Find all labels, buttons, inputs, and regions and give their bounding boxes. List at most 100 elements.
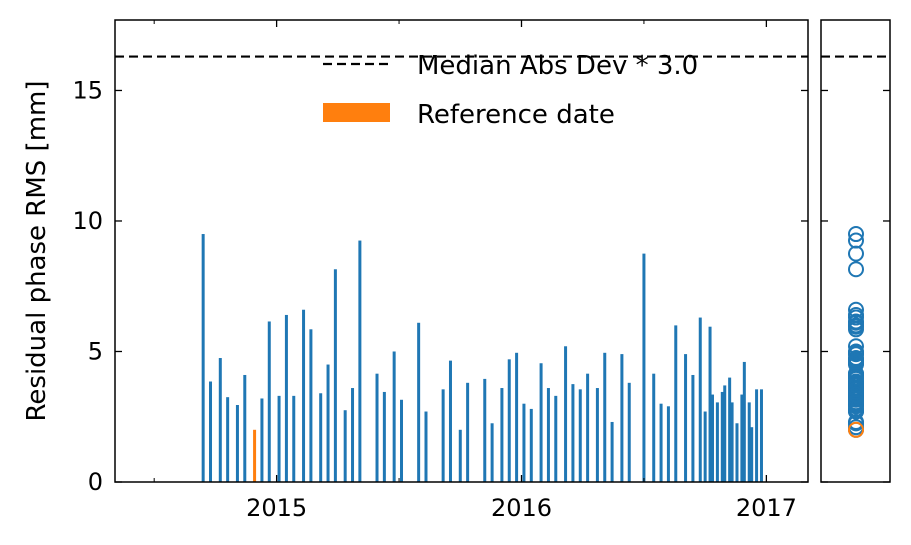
bar [610,421,614,482]
bar [260,398,264,482]
bar [755,389,759,482]
bar [750,427,754,482]
bar [723,385,727,482]
bar [720,391,724,482]
bar [595,388,599,482]
bar [710,394,714,482]
bar [586,373,590,482]
y-tick-label: 5 [88,337,103,365]
bar [500,388,504,482]
y-tick-label: 0 [88,468,103,496]
bar [400,399,404,482]
bar [309,329,313,482]
bar [715,402,719,482]
bar [267,321,271,482]
value-point [848,226,864,243]
bar [253,429,257,482]
bar [703,411,707,482]
bar [674,325,678,482]
value-point [848,381,864,398]
bar [201,234,205,482]
bar [284,314,288,482]
x-tick-label: 2016 [491,494,552,522]
value-point [848,346,864,363]
bar [235,405,239,482]
value-point [848,261,864,278]
bar [226,397,230,482]
bar [243,374,247,482]
side-axes-frame [820,19,891,483]
bar [292,395,296,482]
bar [277,395,281,482]
value-point [848,353,864,370]
value-point [848,338,864,355]
bar [441,389,445,482]
legend-label: Reference date [417,100,615,130]
bar [333,269,337,482]
bar [466,382,470,482]
bar [375,373,379,482]
bar [578,389,582,482]
bar [698,317,702,482]
bar [659,403,663,482]
bar [522,403,526,482]
legend-label: Median Abs Dev * 3.0 [417,51,698,81]
bar [571,384,575,482]
bar [483,378,487,482]
bar [507,359,511,482]
bar [627,382,631,482]
y-tick-label: 10 [72,207,103,235]
bar [546,388,550,482]
legend-swatch [323,103,390,122]
bar [603,352,607,482]
y-axis-label: Residual phase RMS [mm] [22,81,52,422]
value-point [848,318,864,335]
value-point [848,245,864,262]
bar [392,351,396,482]
bar [209,381,213,482]
bar [424,411,428,482]
bar [740,394,744,482]
bar [742,361,746,482]
bar [417,322,421,482]
value-point [848,421,864,438]
bar [684,354,688,482]
bar [642,253,646,482]
bar [302,309,306,482]
bar [730,402,734,482]
bar [319,393,323,482]
value-point [848,415,864,432]
bar [620,354,624,482]
value-point [848,403,864,420]
bar [554,395,558,482]
axes-frame [114,19,809,483]
value-point [848,369,864,386]
bar [691,374,695,482]
bar [358,240,362,482]
bar [490,423,494,482]
bar [448,360,452,482]
bar [351,388,355,482]
bar [539,363,543,482]
bar [458,429,462,482]
bar [666,406,670,482]
bar [326,364,330,482]
bar [343,410,347,482]
x-tick-label: 2017 [736,494,797,522]
bar [652,373,656,482]
bar [708,326,712,482]
value-point [848,377,864,394]
bar [515,352,519,482]
bar [759,389,763,482]
bar [218,358,222,482]
value-point [848,386,864,403]
bar [529,408,533,482]
bar [735,423,739,482]
value-point [848,309,864,326]
y-tick-label: 15 [72,76,103,104]
bar [747,402,751,482]
bar [382,391,386,482]
x-tick-label: 2015 [246,494,307,522]
